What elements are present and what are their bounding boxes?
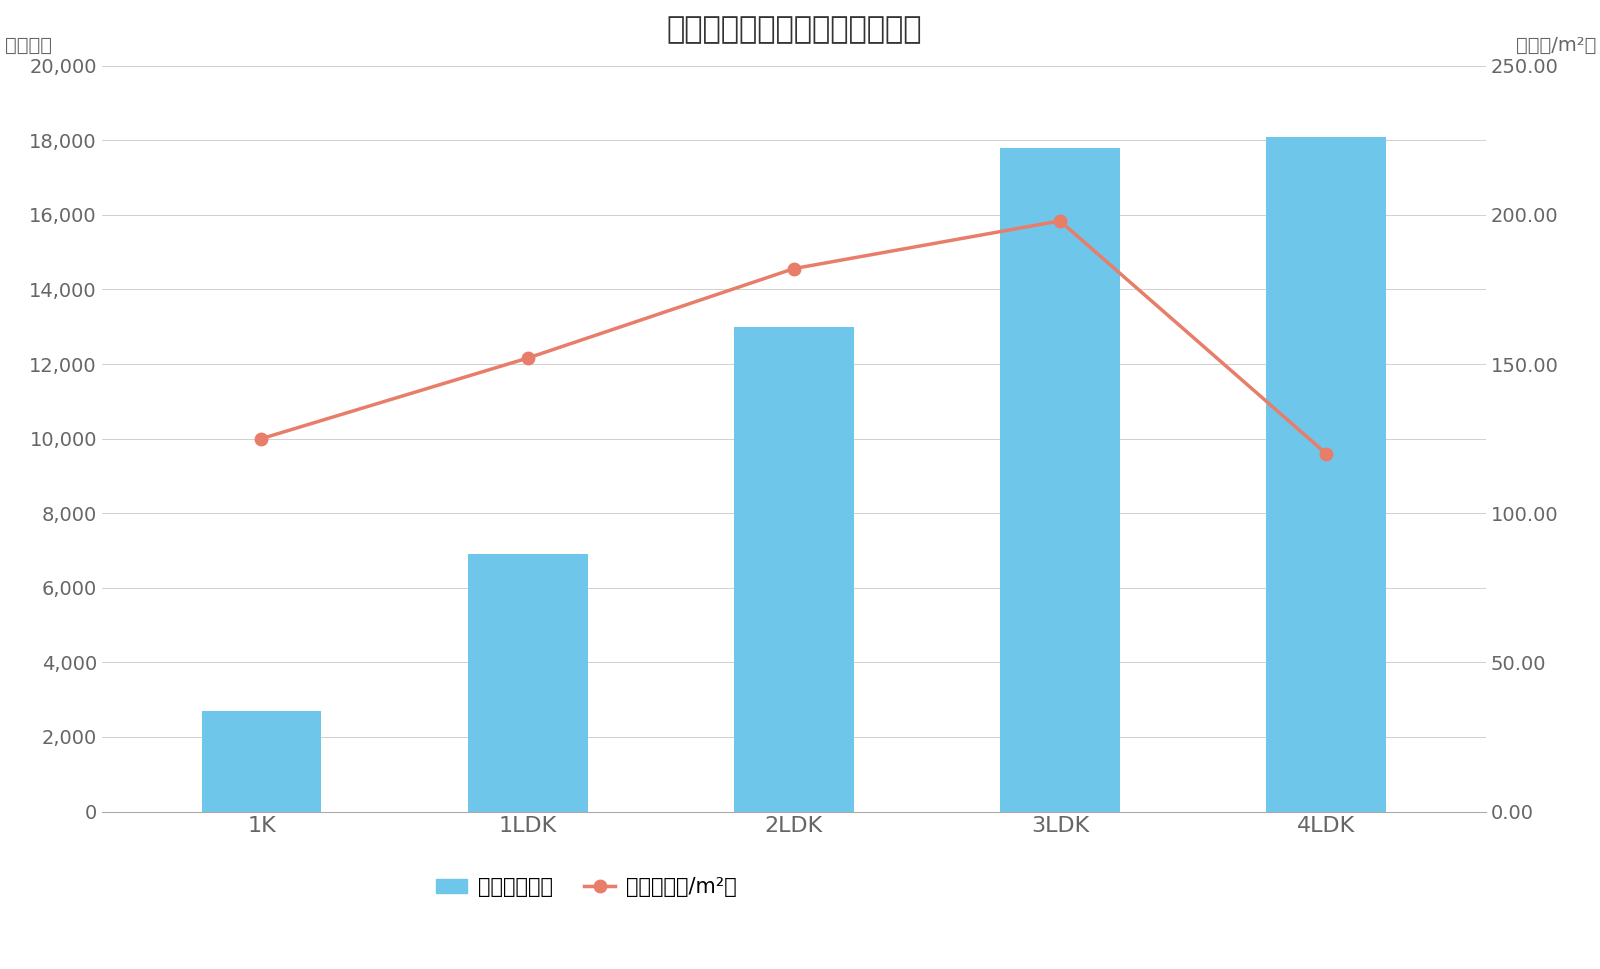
Bar: [1266, 137, 1386, 811]
Bar: [734, 327, 854, 811]
Bar: [1000, 148, 1120, 811]
Bar: [467, 554, 587, 811]
Legend: 価格（万円）, 単価（万円/m²）: 価格（万円）, 単価（万円/m²）: [427, 869, 744, 905]
Text: （万円）: （万円）: [5, 36, 51, 55]
Title: 渋谷区間取り別マンション価格: 渋谷区間取り別マンション価格: [666, 15, 922, 44]
Text: （万円/m²）: （万円/m²）: [1517, 36, 1597, 55]
Bar: [202, 711, 322, 811]
